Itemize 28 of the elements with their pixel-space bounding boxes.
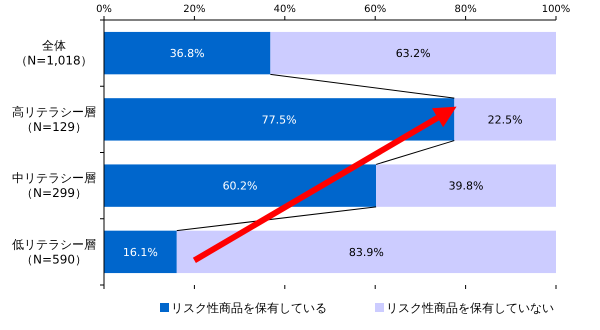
legend-label: リスク性商品を保有している xyxy=(171,301,327,315)
x-tick-label: 20% xyxy=(183,4,206,15)
x-tick-label: 40% xyxy=(274,4,296,15)
legend-label: リスク性商品を保有していない xyxy=(386,301,554,315)
data-label: 16.1% xyxy=(122,246,158,259)
data-label: 83.9% xyxy=(348,246,384,259)
bar xyxy=(176,230,556,274)
data-label: 22.5% xyxy=(488,113,523,126)
y-tick-label: 中リテラシー層（N=299） xyxy=(12,171,96,200)
bar xyxy=(270,32,556,74)
bar xyxy=(376,164,556,207)
x-tick-label: 60% xyxy=(364,4,386,15)
bar xyxy=(104,164,376,207)
data-label: 39.8% xyxy=(448,180,484,193)
data-label: 36.8% xyxy=(170,47,205,60)
x-tick-label: 80% xyxy=(454,4,477,15)
bar xyxy=(104,230,177,274)
y-tick-label: 全体（N=1,018） xyxy=(15,38,93,68)
x-tick-label: 100% xyxy=(542,4,570,15)
y-tick-label: 低リテラシー層（N=590） xyxy=(12,237,96,266)
y-tick-label: 高リテラシー層（N=129） xyxy=(12,104,96,134)
data-label: 63.2% xyxy=(396,47,431,60)
data-label: 77.5% xyxy=(262,113,297,126)
bar xyxy=(104,98,454,141)
x-tick-label: 0% xyxy=(96,4,112,15)
bar xyxy=(104,32,270,74)
data-label: 60.2% xyxy=(222,180,258,193)
bar xyxy=(454,98,556,141)
